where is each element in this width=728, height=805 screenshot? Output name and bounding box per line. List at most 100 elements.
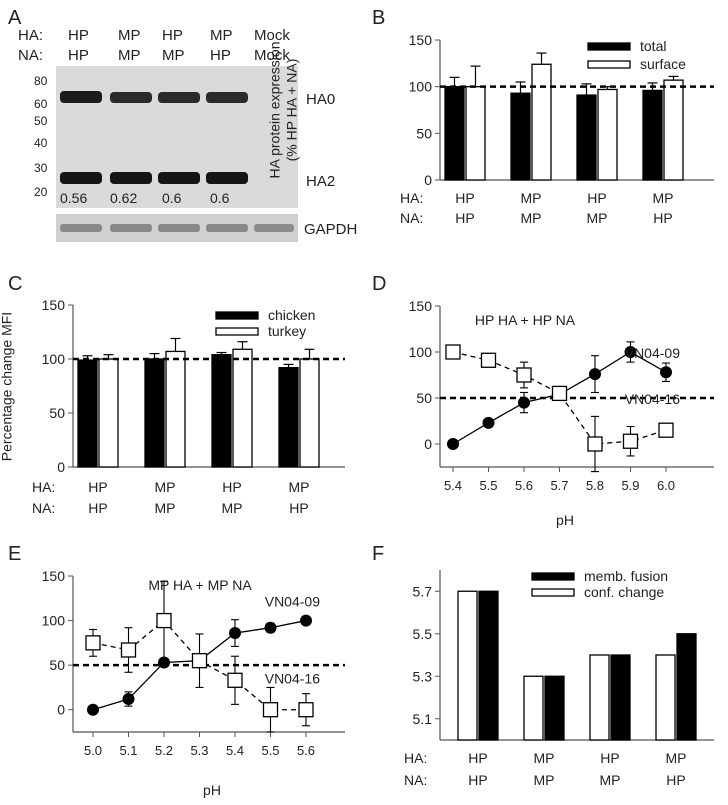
y-tick-label: 100 [409, 344, 433, 360]
group-na-label: MP [222, 500, 243, 516]
legend-swatch [531, 572, 575, 581]
x-tick-label: 5.9 [621, 478, 639, 493]
legend-label: total [640, 38, 666, 54]
blot-membrane [56, 66, 298, 208]
data-point [624, 346, 637, 358]
y-axis-label: HA protein expression(% HP HA + NA) [267, 42, 300, 179]
data-point [120, 642, 137, 658]
group-ha-label: HP [88, 479, 107, 495]
marker-30: 30 [34, 161, 48, 175]
bar [278, 366, 299, 468]
bar [77, 359, 98, 468]
blot-lane-3-na: MP [162, 47, 185, 64]
na-row-label: NA: [400, 210, 423, 226]
bar [655, 654, 676, 741]
group-ha-label: MP [534, 750, 555, 766]
blot-lane-4-na: HP [210, 47, 231, 64]
bar [465, 86, 486, 181]
na-row-label: NA: [404, 772, 427, 788]
ha-row-label: HA: [400, 190, 423, 206]
ha-row-label: HA: [404, 750, 427, 766]
blot-lane-2-ha: MP [118, 27, 141, 44]
bar [676, 633, 697, 741]
ha0-label: HA0 [306, 91, 335, 108]
x-axis-label: pH [203, 782, 221, 798]
y-tick-label: 100 [42, 613, 66, 629]
bar [444, 86, 465, 181]
data-point [658, 422, 674, 438]
ha2-ratio-3: 0.6 [162, 190, 182, 206]
marker-50: 50 [34, 114, 48, 128]
x-tick-label: 5.0 [84, 743, 102, 758]
marker-20: 20 [34, 185, 48, 199]
group-ha-label: HP [455, 190, 474, 206]
gapdh-band [254, 224, 294, 232]
legend-swatch [215, 327, 259, 336]
y-tick-label: 50 [416, 390, 432, 406]
ha0-band [206, 92, 248, 103]
bar [457, 590, 478, 741]
data-point [622, 433, 639, 449]
series-label: VN04-16 [625, 391, 680, 407]
legend-label: surface [640, 56, 686, 72]
gapdh-label: GAPDH [304, 221, 357, 238]
marker-40: 40 [34, 136, 48, 150]
legend-swatch [587, 60, 631, 69]
y-tick-label: 0 [424, 436, 432, 452]
bar [478, 590, 499, 741]
group-ha-label: MP [521, 190, 542, 206]
y-tick-label: 100 [42, 351, 66, 367]
legend-swatch [587, 42, 631, 51]
gapdh-band [158, 224, 200, 232]
x-tick-label: 5.5 [261, 743, 279, 758]
group-na-label: HP [653, 210, 672, 226]
x-tick-label: 5.4 [226, 743, 244, 758]
ha2-band [158, 172, 200, 184]
data-point [262, 702, 279, 718]
data-point [589, 368, 601, 381]
blot-lane-1-ha: HP [68, 27, 89, 44]
group-ha-label: MP [666, 750, 687, 766]
bar [98, 358, 119, 468]
y-tick-label: 5.1 [413, 711, 433, 727]
legend-label: chicken [268, 307, 315, 323]
gapdh-band [60, 224, 102, 232]
panel-letter-e: E [8, 543, 21, 565]
panel-c-hemadsorption-chart: 050100150Hemadsorption(% HP HA + NA)HPHP… [32, 297, 345, 516]
legend-label: memb. fusion [584, 568, 668, 584]
data-point [298, 702, 314, 718]
bar [211, 354, 232, 468]
panel-letter-a: A [8, 7, 22, 29]
blot-lane-1-na: HP [68, 47, 89, 64]
blot-lane-5-na: Mock [254, 47, 290, 64]
ha2-ratio-1: 0.56 [60, 190, 87, 206]
data-point [660, 366, 672, 379]
panel-letter-c: C [8, 273, 22, 295]
bar [144, 358, 165, 468]
bar [544, 675, 565, 741]
y-tick-label: 0 [57, 702, 65, 718]
series-label: VN04-09 [265, 594, 320, 610]
data-point [482, 416, 495, 429]
ha0-band [60, 91, 102, 103]
group-na-label: MP [600, 772, 621, 788]
ha2-band [110, 172, 152, 184]
group-ha-label: HP [587, 190, 606, 206]
group-ha-label: HP [600, 750, 619, 766]
data-point [87, 703, 99, 716]
blot-ha-row-label: HA: [18, 27, 43, 44]
group-na-label: MP [587, 210, 608, 226]
ha0-band [110, 92, 152, 103]
data-point [587, 436, 603, 452]
y-tick-label: 150 [42, 568, 66, 584]
panel-d-ph-curve-chart: 0 50 100 150 5.4 5.5 5.6 5.7 5.8 5.9 6.0 pH Percenta… [0, 298, 714, 528]
data-point [518, 396, 530, 409]
panel-a-western-blot: HA: NA: HP HP MP MP HP MP MP HP Mock Moc… [18, 27, 357, 242]
legend-label: turkey [268, 323, 306, 339]
x-tick-label: 5.6 [297, 743, 315, 758]
bar [589, 654, 610, 741]
panel-letter-d: D [372, 273, 386, 295]
group-ha-label: MP [653, 190, 674, 206]
panel-b-ha-expression-chart: 0 50 100 150 HA protein expression(% HP HA +… [267, 32, 714, 226]
